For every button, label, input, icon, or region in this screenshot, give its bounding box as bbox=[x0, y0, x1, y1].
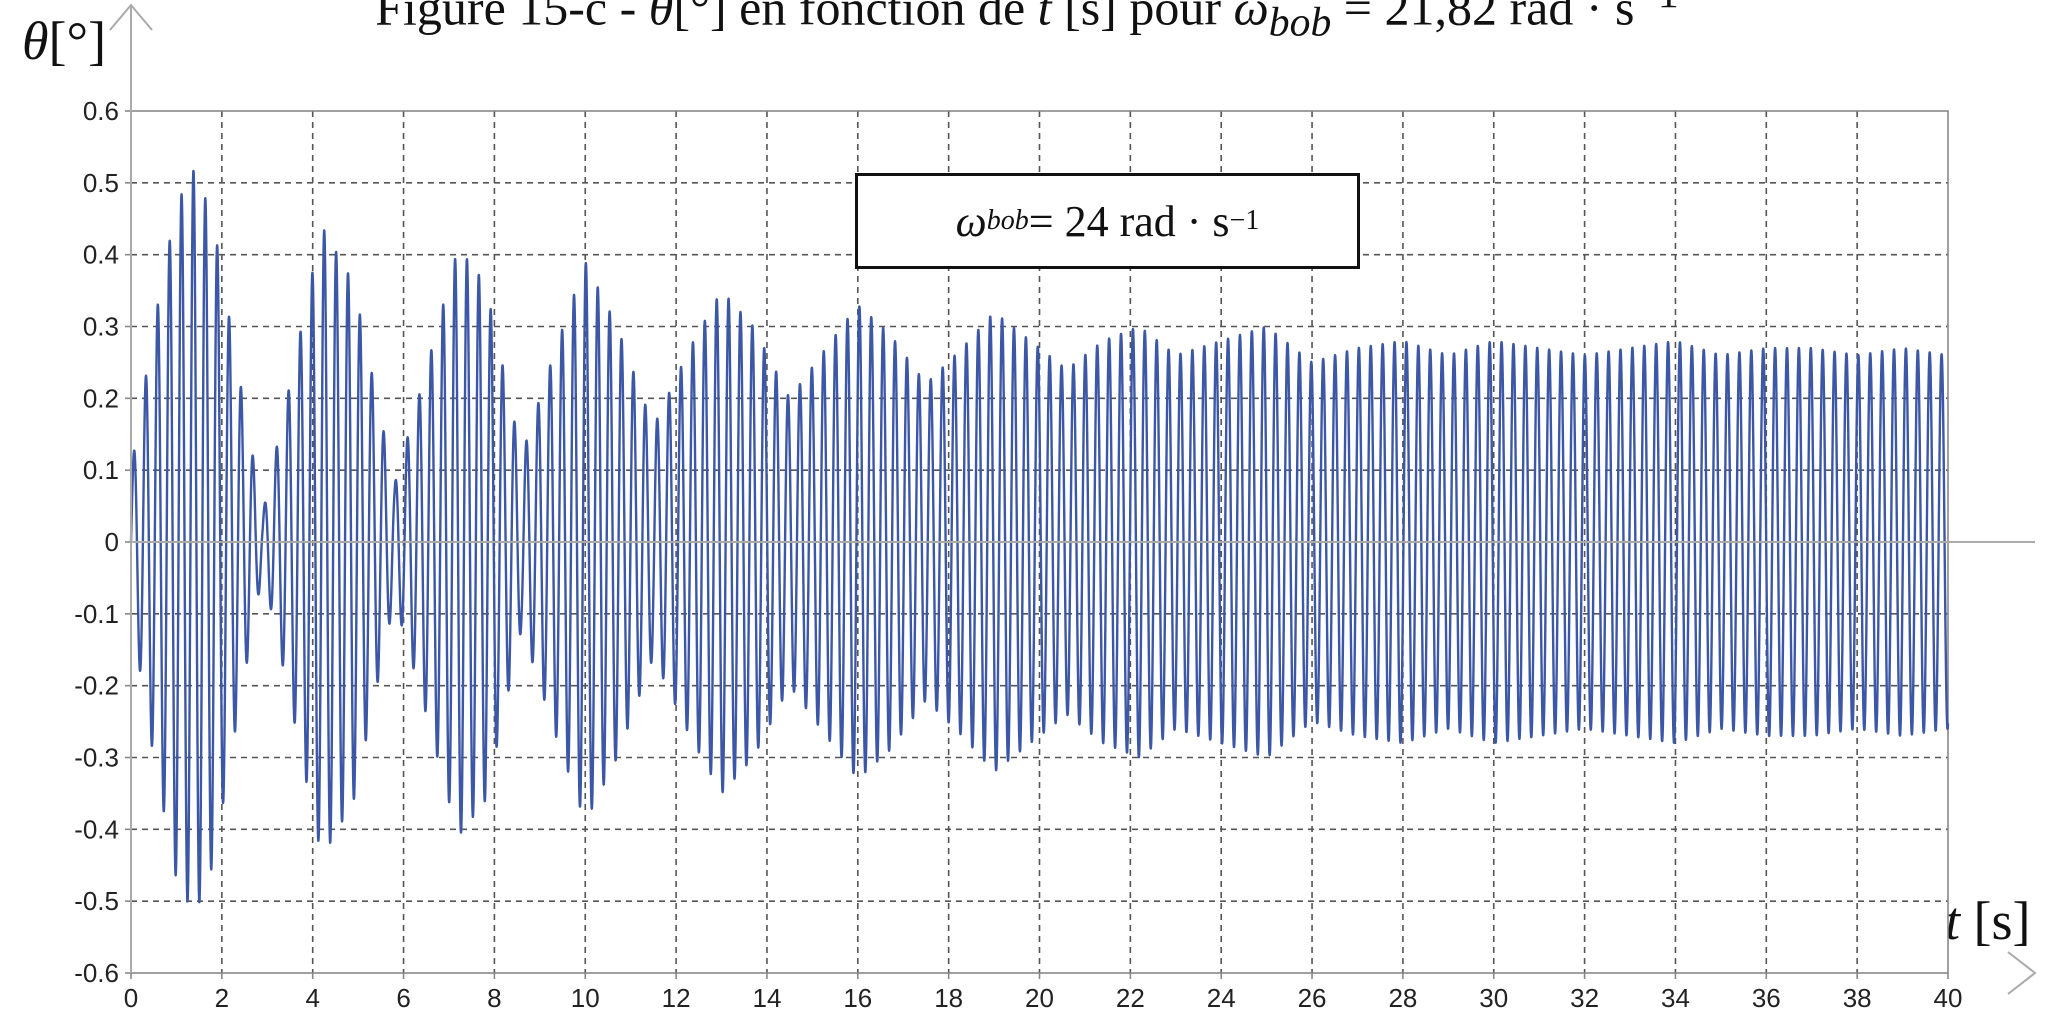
series-line bbox=[129, 169, 1950, 904]
title-theta: θ bbox=[648, 0, 674, 36]
y-tick-label: 0.3 bbox=[83, 312, 119, 342]
title-value: = 21,82 rad · s bbox=[1331, 0, 1635, 36]
title-omega: ω bbox=[1233, 0, 1269, 36]
y-tick-label: 0.6 bbox=[83, 96, 119, 126]
x-ticks: 0 2 4 6 8 10 12 14 16 18 20 22 24 26 28 30 32 34 36 38 40 bbox=[124, 973, 1963, 1013]
x-axis-arrowhead bbox=[2007, 951, 2037, 995]
y-axis-unit: [°] bbox=[48, 11, 107, 71]
legend-omega: ω bbox=[955, 196, 987, 246]
title-prefix: Figure 15-c - bbox=[375, 0, 649, 36]
title-omega-sub: bob bbox=[1268, 0, 1332, 46]
legend-exp: −1 bbox=[1229, 205, 1260, 236]
y-tick-label: -0.4 bbox=[74, 814, 119, 844]
x-tick-label: 2 bbox=[215, 983, 229, 1013]
x-tick-label: 24 bbox=[1207, 983, 1236, 1013]
x-axis-unit: [s] bbox=[1973, 891, 2031, 951]
x-tick-label: 6 bbox=[396, 983, 410, 1013]
y-axis-arrowhead bbox=[109, 3, 153, 31]
title-mid: en fonction de bbox=[726, 0, 1038, 36]
y-axis-label: θ[°] bbox=[22, 10, 106, 72]
series-layer bbox=[129, 169, 1950, 904]
y-tick-label: -0.6 bbox=[74, 958, 119, 988]
figure-title: Figure 15-c - θ[°] en fonction de t [s] … bbox=[0, 0, 2054, 47]
legend-omega-sub: bob bbox=[986, 205, 1029, 236]
x-tick-label: 14 bbox=[752, 983, 781, 1013]
title-pour: pour bbox=[1116, 0, 1234, 36]
y-tick-label: 0 bbox=[105, 527, 119, 557]
y-tick-label: -0.5 bbox=[74, 886, 119, 916]
y-tick-label: 0.4 bbox=[83, 240, 119, 270]
legend-box: ω bob = 24 rad · s −1 bbox=[855, 173, 1360, 269]
y-tick-label: -0.3 bbox=[74, 743, 119, 773]
x-tick-label: 10 bbox=[571, 983, 600, 1013]
x-tick-label: 0 bbox=[124, 983, 138, 1013]
x-tick-label: 32 bbox=[1570, 983, 1599, 1013]
y-ticks: 0.6 0.5 0.4 0.3 0.2 0.1 0 -0.1 -0.2 -0.3 -0.4 -0.5 -… bbox=[74, 96, 131, 988]
x-axis-label: t [s] bbox=[1945, 890, 2031, 952]
y-axis-symbol: θ bbox=[22, 11, 49, 71]
x-tick-label: 40 bbox=[1934, 983, 1963, 1013]
y-tick-label: 0.5 bbox=[83, 168, 119, 198]
x-tick-label: 4 bbox=[305, 983, 319, 1013]
title-unit-s: [s] bbox=[1064, 0, 1117, 36]
y-tick-label: -0.2 bbox=[74, 671, 119, 701]
y-tick-label: 0.1 bbox=[83, 455, 119, 485]
axes bbox=[109, 3, 2037, 995]
legend-value: = 24 rad · s bbox=[1028, 196, 1230, 246]
title-unit-deg: [°] bbox=[673, 0, 727, 36]
x-tick-label: 38 bbox=[1843, 983, 1872, 1013]
x-tick-label: 22 bbox=[1116, 983, 1145, 1013]
x-tick-label: 30 bbox=[1479, 983, 1508, 1013]
x-tick-label: 12 bbox=[662, 983, 691, 1013]
x-tick-label: 18 bbox=[934, 983, 963, 1013]
y-tick-label: -0.1 bbox=[74, 599, 119, 629]
title-t: t bbox=[1037, 0, 1052, 36]
title-exp: −1 bbox=[1634, 0, 1678, 17]
x-tick-label: 28 bbox=[1388, 983, 1417, 1013]
x-tick-label: 34 bbox=[1661, 983, 1690, 1013]
x-tick-label: 36 bbox=[1752, 983, 1781, 1013]
x-tick-label: 20 bbox=[1025, 983, 1054, 1013]
x-tick-label: 8 bbox=[487, 983, 501, 1013]
y-tick-label: 0.2 bbox=[83, 383, 119, 413]
x-tick-label: 16 bbox=[843, 983, 872, 1013]
x-tick-label: 26 bbox=[1298, 983, 1327, 1013]
